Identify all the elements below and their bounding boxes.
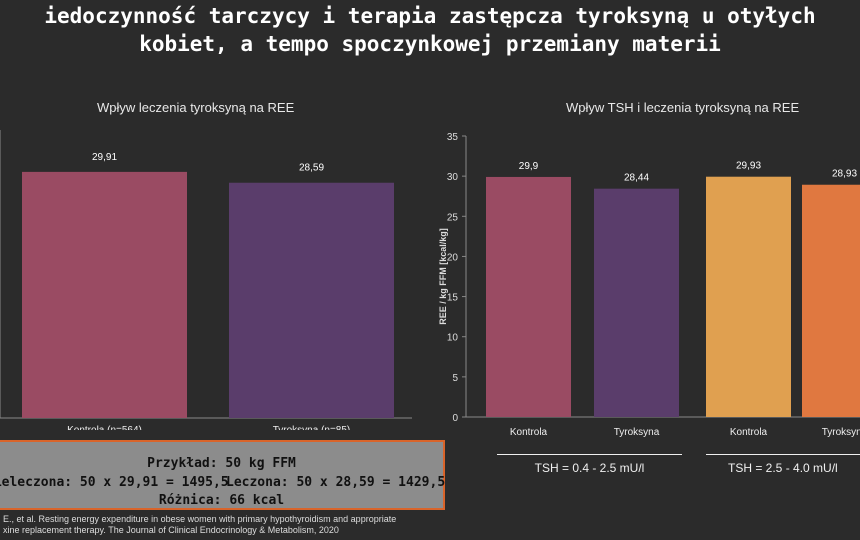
chart2-category-label-3: Kontrola xyxy=(730,427,768,438)
reference-line1: E., et al. Resting energy expenditure in… xyxy=(3,514,397,524)
chart1-bar-1 xyxy=(22,171,187,418)
slide-title-line2: kobiet, a tempo spoczynkowej przemiany m… xyxy=(139,32,721,56)
chart2-category-label-2: Tyroksyna xyxy=(614,427,660,438)
chart2-ytick-label: 0 xyxy=(452,413,458,424)
example-box: Przykład: 50 kg FFM Nieleczona: 50 x 29,… xyxy=(0,440,445,510)
reference-line2: xine replacement therapy. The Journal of… xyxy=(3,525,339,535)
chart2-ytick-label: 35 xyxy=(447,132,459,143)
group-line-low xyxy=(497,454,682,455)
chart1-value-label-1: 29,91 xyxy=(92,152,117,163)
chart2-value-label-3: 29,93 xyxy=(736,161,761,172)
example-heading: Przykład: 50 kg FFM xyxy=(147,456,296,471)
chart1-value-label-2: 28,59 xyxy=(299,163,324,174)
chart2: 0 5 10 15 20 25 30 35 REE / kg FFM [kcal/kg] 29,9… xyxy=(438,132,860,438)
chart2-bar-1 xyxy=(486,176,571,417)
chart1-bar-2 xyxy=(229,182,394,418)
group-line-high xyxy=(706,454,860,455)
chart2-ytick-label: 20 xyxy=(447,252,459,263)
reference: E., et al. Resting energy expenditure in… xyxy=(0,514,520,536)
chart2-bar-3 xyxy=(706,176,791,417)
chart2-ytick-label: 10 xyxy=(447,333,459,344)
chart2-value-label-4: 28,93 xyxy=(832,169,857,180)
chart2-ytick-label: 5 xyxy=(452,373,458,384)
chart1-category-label-2: Tyroksyna (n=85) xyxy=(273,425,351,430)
slide-title: iedoczynność tarczycy i terapia zastępcz… xyxy=(0,0,860,58)
chart2-category-label-1: Kontrola xyxy=(510,427,548,438)
example-treated: Leczona: 50 x 28,59 = 1429,5 xyxy=(226,475,446,490)
chart2-ytick-label: 30 xyxy=(447,172,459,183)
chart2-bar-4 xyxy=(802,184,860,417)
chart2-value-label-2: 28,44 xyxy=(624,173,649,184)
chart2-category-label-4: Tyroksyna xyxy=(822,427,860,438)
chart1-category-label-1: Kontrola (n=564) xyxy=(67,425,142,430)
chart2-title: Wpływ TSH i leczenia tyroksyną na REE xyxy=(566,100,800,115)
chart2-y-axis-label: REE / kg FFM [kcal/kg] xyxy=(438,228,448,325)
chart2-ytick-label: 25 xyxy=(447,212,459,223)
chart1-title: Wpływ leczenia tyroksyną na REE xyxy=(97,100,295,115)
chart2-value-label-1: 29,9 xyxy=(519,161,539,172)
slide-title-line1: iedoczynność tarczycy i terapia zastępcz… xyxy=(44,4,816,28)
example-difference: Różnica: 66 kcal xyxy=(158,493,285,508)
chart2-bar-2 xyxy=(594,188,679,417)
group-label-low: TSH = 0.4 - 2.5 mU/l xyxy=(534,461,645,475)
chart2-ytick-label: 15 xyxy=(447,293,459,304)
example-untreated: Nieleczona: 50 x 29,91 = 1495,5 xyxy=(0,475,229,490)
chart1: 29,91 Kontrola (n=564) 28,59 Tyroksyna (n=8… xyxy=(0,130,412,430)
group-label-high: TSH = 2.5 - 4.0 mU/l xyxy=(728,461,838,475)
